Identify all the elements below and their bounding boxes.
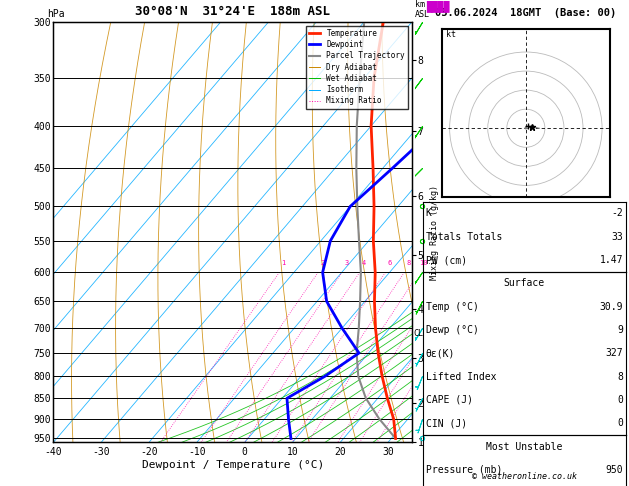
Text: 4: 4 (362, 260, 366, 266)
Text: Surface: Surface (504, 278, 545, 288)
Text: 3: 3 (344, 260, 348, 266)
Text: CIN (J): CIN (J) (426, 418, 467, 428)
Text: 9: 9 (618, 325, 623, 335)
Text: 30°08'N  31°24'E  188m ASL: 30°08'N 31°24'E 188m ASL (135, 5, 330, 18)
Text: Totals Totals: Totals Totals (426, 232, 502, 242)
Text: 8: 8 (618, 372, 623, 382)
Text: 0: 0 (618, 395, 623, 405)
Text: CL: CL (413, 329, 423, 338)
Text: Most Unstable: Most Unstable (486, 442, 562, 451)
Text: θε(K): θε(K) (426, 348, 455, 358)
Text: © weatheronline.co.uk: © weatheronline.co.uk (472, 472, 577, 481)
Text: kt: kt (446, 30, 456, 39)
Text: ████: ████ (426, 0, 449, 12)
Text: Mixing Ratio (g/kg): Mixing Ratio (g/kg) (430, 185, 438, 279)
Text: km
ASL: km ASL (415, 0, 430, 19)
Text: Dewp (°C): Dewp (°C) (426, 325, 479, 335)
Text: -2: -2 (611, 208, 623, 218)
Text: 10: 10 (419, 260, 428, 266)
Text: 6: 6 (387, 260, 392, 266)
Text: CAPE (J): CAPE (J) (426, 395, 473, 405)
Text: 950: 950 (606, 465, 623, 475)
Text: Temp (°C): Temp (°C) (426, 302, 479, 312)
Text: hPa: hPa (47, 9, 65, 19)
Text: K: K (426, 208, 431, 218)
Text: 8: 8 (406, 260, 411, 266)
Text: PW (cm): PW (cm) (426, 255, 467, 265)
Text: 2: 2 (320, 260, 325, 266)
Text: 1.47: 1.47 (600, 255, 623, 265)
Legend: Temperature, Dewpoint, Parcel Trajectory, Dry Adiabat, Wet Adiabat, Isotherm, Mi: Temperature, Dewpoint, Parcel Trajectory… (306, 26, 408, 108)
Text: 05.06.2024  18GMT  (Base: 00): 05.06.2024 18GMT (Base: 00) (435, 8, 616, 18)
Text: Lifted Index: Lifted Index (426, 372, 496, 382)
Text: 0: 0 (618, 418, 623, 428)
Text: 33: 33 (611, 232, 623, 242)
Text: 327: 327 (606, 348, 623, 358)
Text: Pressure (mb): Pressure (mb) (426, 465, 502, 475)
X-axis label: Dewpoint / Temperature (°C): Dewpoint / Temperature (°C) (142, 460, 324, 470)
Text: 30.9: 30.9 (600, 302, 623, 312)
Text: 1: 1 (282, 260, 286, 266)
